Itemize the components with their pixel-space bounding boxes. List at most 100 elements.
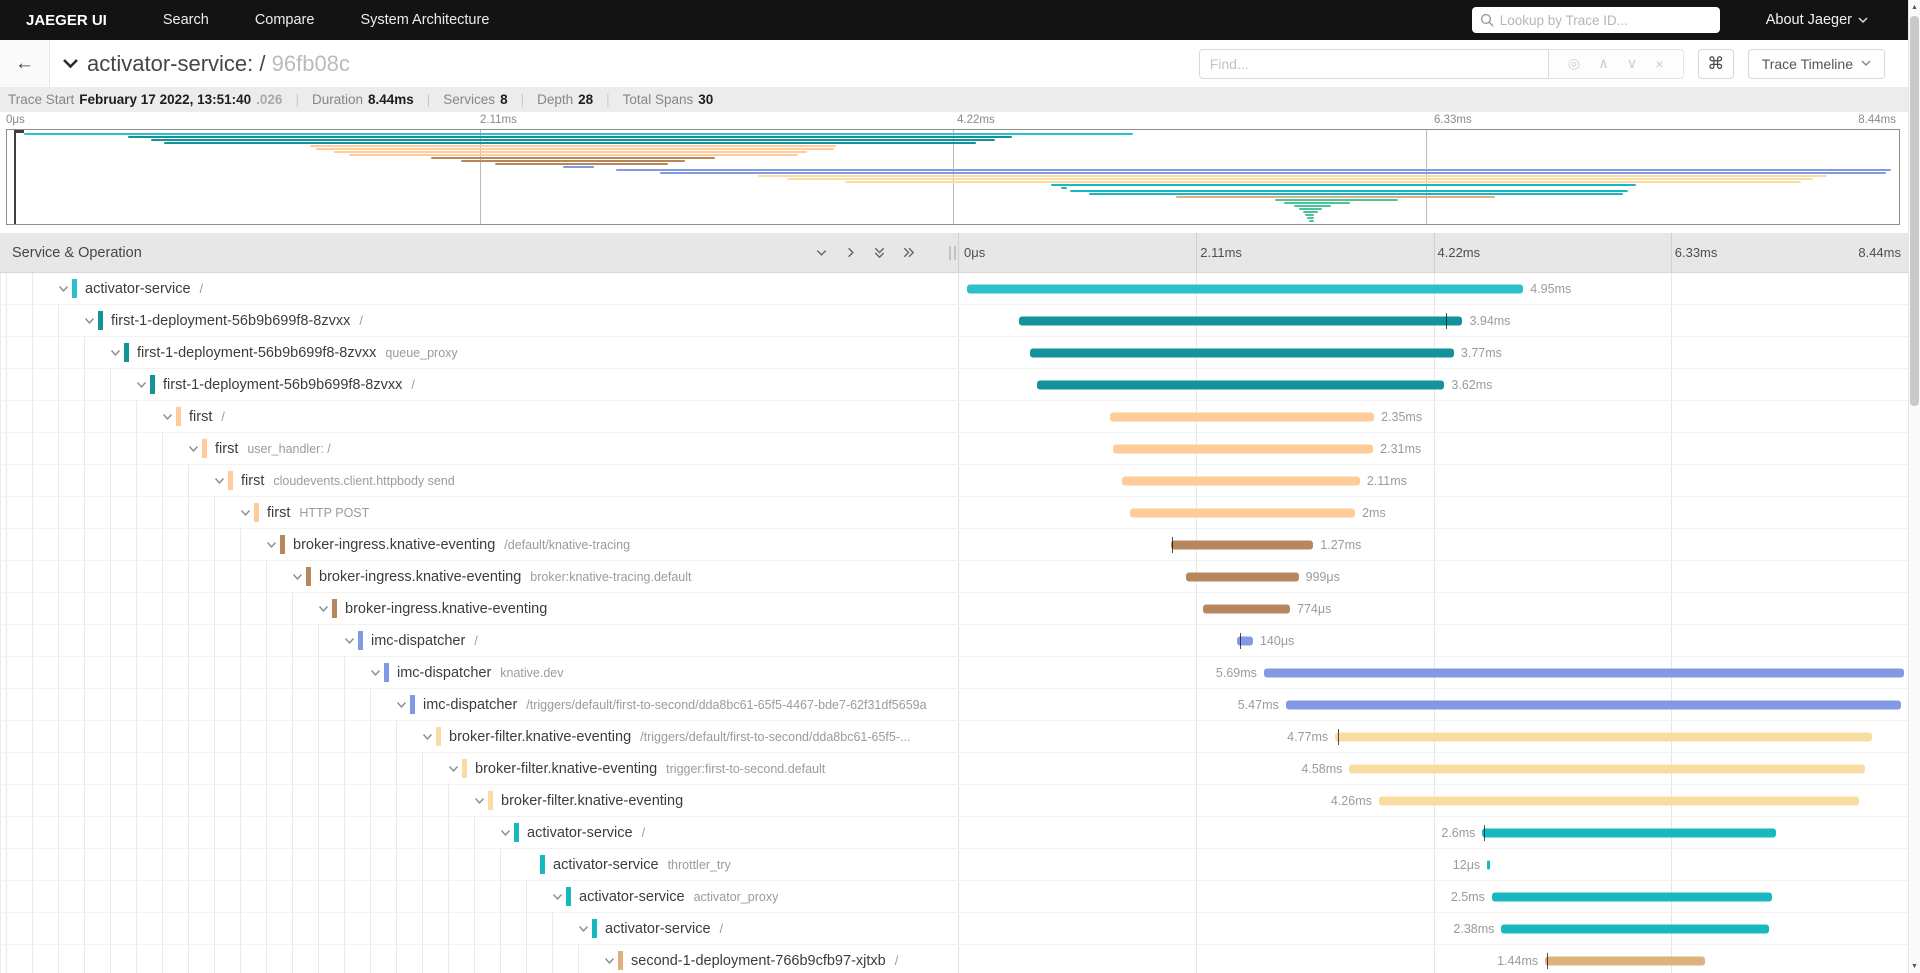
span-timeline-cell[interactable]: 3.94ms bbox=[958, 305, 1908, 336]
span-row[interactable]: imc-dispatcher /triggers/default/first-t… bbox=[0, 689, 1908, 721]
span-bar[interactable] bbox=[1378, 796, 1859, 805]
span-expand-chevron-icon[interactable] bbox=[341, 637, 358, 645]
minimap-left-scrubber-handle[interactable] bbox=[14, 130, 24, 133]
span-row[interactable]: activator-service / 4.95ms bbox=[0, 273, 1908, 305]
span-expand-chevron-icon[interactable] bbox=[367, 669, 384, 677]
span-timeline-cell[interactable]: 4.58ms bbox=[958, 753, 1908, 784]
span-timeline-cell[interactable]: 2.31ms bbox=[958, 433, 1908, 464]
span-bar[interactable] bbox=[1113, 444, 1374, 453]
span-tree-cell[interactable]: first HTTP POST bbox=[0, 497, 958, 528]
span-bar[interactable] bbox=[1335, 732, 1872, 741]
span-tree-cell[interactable]: second-1-deployment-766b9cfb97-xjtxb / bbox=[0, 945, 958, 973]
span-row[interactable]: imc-dispatcher knative.dev 5.69ms bbox=[0, 657, 1908, 689]
span-expand-chevron-icon[interactable] bbox=[549, 893, 566, 901]
span-row[interactable]: broker-ingress.knative-eventing /default… bbox=[0, 529, 1908, 561]
scrollbar-down-arrow[interactable]: ▼ bbox=[1911, 962, 1918, 970]
span-expand-chevron-icon[interactable] bbox=[497, 829, 514, 837]
nav-item-system-architecture[interactable]: System Architecture bbox=[360, 12, 490, 28]
span-expand-chevron-icon[interactable] bbox=[289, 573, 306, 581]
minimap-left-scrubber[interactable] bbox=[14, 130, 16, 224]
span-expand-chevron-icon[interactable] bbox=[81, 317, 98, 325]
span-timeline-cell[interactable]: 774μs bbox=[958, 593, 1908, 624]
span-timeline-cell[interactable]: 2.11ms bbox=[958, 465, 1908, 496]
span-timeline-cell[interactable]: 5.69ms bbox=[958, 657, 1908, 688]
span-row[interactable]: activator-service / 2.6ms bbox=[0, 817, 1908, 849]
back-button[interactable]: ← bbox=[0, 40, 50, 87]
nav-item-compare[interactable]: Compare bbox=[254, 12, 315, 28]
span-timeline-cell[interactable]: 5.47ms bbox=[958, 689, 1908, 720]
span-bar[interactable] bbox=[1482, 828, 1776, 837]
span-row[interactable]: broker-ingress.knative-eventing broker:k… bbox=[0, 561, 1908, 593]
span-log-marker[interactable] bbox=[1446, 312, 1448, 329]
span-timeline-cell[interactable]: 4.77ms bbox=[958, 721, 1908, 752]
span-tree-cell[interactable]: activator-service / bbox=[0, 273, 958, 304]
span-tree-cell[interactable]: broker-filter.knative-eventing bbox=[0, 785, 958, 816]
span-row[interactable]: activator-service throttler_try 12μs bbox=[0, 849, 1908, 881]
span-bar[interactable] bbox=[966, 284, 1524, 293]
span-bar[interactable] bbox=[1186, 572, 1299, 581]
span-expand-chevron-icon[interactable] bbox=[445, 765, 462, 773]
span-expand-chevron-icon[interactable] bbox=[575, 925, 592, 933]
span-tree-cell[interactable]: first user_handler: / bbox=[0, 433, 958, 464]
collapse-header-chevron-icon[interactable] bbox=[62, 58, 79, 69]
span-expand-chevron-icon[interactable] bbox=[471, 797, 488, 805]
span-timeline-cell[interactable]: 4.26ms bbox=[958, 785, 1908, 816]
span-bar[interactable] bbox=[1285, 700, 1902, 709]
span-row[interactable]: first-1-deployment-56b9b699f8-8zvxx queu… bbox=[0, 337, 1908, 369]
span-tree-cell[interactable]: first-1-deployment-56b9b699f8-8zvxx queu… bbox=[0, 337, 958, 368]
span-bar[interactable] bbox=[1263, 668, 1905, 677]
span-timeline-cell[interactable]: 999μs bbox=[958, 561, 1908, 592]
span-expand-chevron-icon[interactable] bbox=[55, 285, 72, 293]
scrollbar-up-arrow[interactable]: ▲ bbox=[1911, 3, 1918, 11]
span-bar[interactable] bbox=[1203, 604, 1291, 613]
span-expand-chevron-icon[interactable] bbox=[133, 381, 150, 389]
span-bar[interactable] bbox=[1491, 892, 1773, 901]
span-tree-cell[interactable]: first cloudevents.client.httpbody send bbox=[0, 465, 958, 496]
span-tree-cell[interactable]: first-1-deployment-56b9b699f8-8zvxx / bbox=[0, 305, 958, 336]
span-row[interactable]: first user_handler: / 2.31ms bbox=[0, 433, 1908, 465]
span-expand-chevron-icon[interactable] bbox=[315, 605, 332, 613]
span-timeline-cell[interactable]: 1.44ms bbox=[958, 945, 1908, 973]
span-row[interactable]: first HTTP POST 2ms bbox=[0, 497, 1908, 529]
nav-item-search[interactable]: Search bbox=[162, 12, 209, 28]
span-tree-cell[interactable]: broker-filter.knative-eventing /triggers… bbox=[0, 721, 958, 752]
next-result-icon[interactable]: ∨ bbox=[1626, 55, 1638, 71]
span-bar[interactable] bbox=[1170, 540, 1314, 549]
span-bar[interactable] bbox=[1349, 764, 1865, 773]
span-bar[interactable] bbox=[1501, 924, 1770, 933]
trace-lookup-input[interactable] bbox=[1499, 12, 1712, 28]
span-row[interactable]: first-1-deployment-56b9b699f8-8zvxx / 3.… bbox=[0, 305, 1908, 337]
span-row[interactable]: broker-filter.knative-eventing 4.26ms bbox=[0, 785, 1908, 817]
trace-lookup-box[interactable] bbox=[1471, 7, 1720, 33]
find-input[interactable] bbox=[1198, 48, 1549, 79]
span-bar[interactable] bbox=[1122, 476, 1360, 485]
span-expand-chevron-icon[interactable] bbox=[237, 509, 254, 517]
span-expand-chevron-icon[interactable] bbox=[185, 445, 202, 453]
span-bar[interactable] bbox=[1110, 412, 1375, 421]
span-tree-cell[interactable]: first / bbox=[0, 401, 958, 432]
jaeger-ui-brand[interactable]: JAEGER UI bbox=[26, 11, 107, 29]
span-tree-cell[interactable]: activator-service throttler_try bbox=[0, 849, 958, 880]
span-bar[interactable] bbox=[1545, 956, 1706, 965]
about-jaeger-menu[interactable]: About Jaeger bbox=[1766, 12, 1868, 28]
span-row[interactable]: imc-dispatcher / 140μs bbox=[0, 625, 1908, 657]
span-tree-cell[interactable]: first-1-deployment-56b9b699f8-8zvxx / bbox=[0, 369, 958, 400]
span-row[interactable]: broker-ingress.knative-eventing 774μs bbox=[0, 593, 1908, 625]
span-timeline-cell[interactable]: 3.62ms bbox=[958, 369, 1908, 400]
collapse-one-icon[interactable] bbox=[814, 245, 829, 260]
span-row[interactable]: first cloudevents.client.httpbody send 2… bbox=[0, 465, 1908, 497]
span-tree-cell[interactable]: imc-dispatcher knative.dev bbox=[0, 657, 958, 688]
span-bar[interactable] bbox=[1237, 636, 1253, 645]
span-row[interactable]: first-1-deployment-56b9b699f8-8zvxx / 3.… bbox=[0, 369, 1908, 401]
trace-view-selector[interactable]: Trace Timeline bbox=[1747, 48, 1885, 79]
span-log-marker[interactable] bbox=[1240, 632, 1242, 649]
span-expand-chevron-icon[interactable] bbox=[159, 413, 176, 421]
page-scrollbar[interactable]: ▲ ▼ bbox=[1908, 0, 1920, 973]
column-resizer-grip[interactable] bbox=[949, 245, 956, 260]
expand-one-icon[interactable] bbox=[843, 245, 858, 260]
span-timeline-cell[interactable]: 3.77ms bbox=[958, 337, 1908, 368]
span-row[interactable]: broker-filter.knative-eventing /triggers… bbox=[0, 721, 1908, 753]
span-tree-cell[interactable]: imc-dispatcher / bbox=[0, 625, 958, 656]
span-expand-chevron-icon[interactable] bbox=[107, 349, 124, 357]
collapse-all-icon[interactable] bbox=[872, 245, 887, 260]
